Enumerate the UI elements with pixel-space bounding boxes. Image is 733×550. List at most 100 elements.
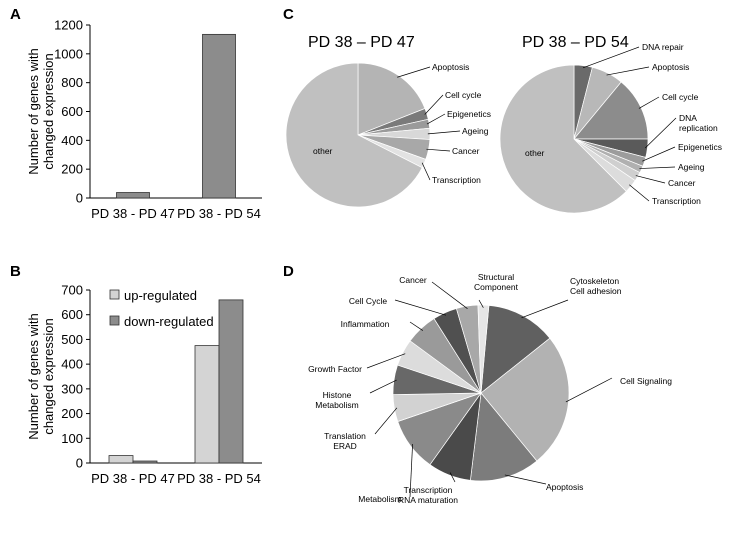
- leader-line: [374, 407, 398, 435]
- panel-label-b: B: [10, 263, 21, 280]
- slice-label: Cell cycle: [445, 90, 482, 100]
- slice-label: Metabolism: [358, 494, 401, 504]
- leader-line: [426, 113, 446, 125]
- slice-label: Cell Signaling: [620, 376, 672, 386]
- leader-line: [394, 299, 447, 316]
- pie-title-pd47: PD 38 – PD 47: [308, 34, 415, 51]
- slice-label: Cancer: [452, 146, 480, 156]
- slice-label: Growth Factor: [308, 364, 362, 374]
- bar-down-regulated: [132, 460, 158, 464]
- slice-label: Metabolism: [315, 400, 358, 410]
- slice-label: Transcription: [432, 175, 481, 185]
- y-tick-label: 0: [76, 191, 83, 206]
- y-axis-title-line: changed expression: [41, 318, 56, 434]
- x-tick-label: PD 38 - PD 54: [177, 206, 261, 221]
- y-axis-title-line: Number of genes with: [26, 313, 41, 439]
- slice-label: Cell Cycle: [349, 296, 388, 306]
- pie-slice: [499, 64, 627, 214]
- slice-label: Transcription: [404, 485, 453, 495]
- y-tick-label: 300: [61, 381, 83, 396]
- leader-line: [369, 379, 397, 394]
- pie-chart-pd54: DNA repair Apoptosis Cell cycle DNAreplicat…: [499, 42, 722, 214]
- slice-label: Apoptosis: [652, 62, 689, 72]
- y-axis-title: Number of genes with changed expression: [26, 48, 56, 174]
- leader-line: [421, 162, 431, 181]
- leader-line: [424, 94, 444, 115]
- slice-label: Histone: [323, 390, 352, 400]
- x-tick-label: PD 38 - PD 47: [91, 206, 175, 221]
- leader-line: [366, 353, 406, 369]
- slice-label: Ageing: [678, 162, 705, 172]
- leader-line: [606, 66, 650, 76]
- pie-slice: [469, 392, 538, 482]
- pie-slice: [285, 62, 423, 208]
- y-tick-label: 400: [61, 133, 83, 148]
- pie-title-pd54: PD 38 – PD 54: [522, 34, 629, 51]
- y-axis-title-line: changed expression: [41, 53, 56, 169]
- leader-line: [629, 184, 650, 202]
- pie-slice: [480, 337, 570, 462]
- slice-label: other: [525, 148, 545, 158]
- slice-label: Epigenetics: [447, 109, 491, 119]
- leader-line: [582, 46, 640, 69]
- y-axis-title-line: Number of genes with: [26, 48, 41, 174]
- panel-label-d: D: [283, 263, 294, 280]
- y-tick-label: 800: [61, 75, 83, 90]
- slice-label: other: [313, 146, 333, 156]
- leader-line: [409, 444, 413, 498]
- slice-label: Apoptosis: [432, 62, 469, 72]
- legend-swatch: [109, 315, 120, 326]
- y-tick-label: 1000: [54, 46, 83, 61]
- pie-slice: [477, 304, 490, 394]
- slice-label: Inflammation: [341, 319, 390, 329]
- x-tick-label: PD 38 - PD 47: [91, 471, 175, 486]
- slice-label: ERAD: [333, 441, 357, 451]
- slice-label: DNA repair: [642, 42, 684, 52]
- pie-chart-pd47: Apoptosis Cell cycle Epigenetics Ageing Canc…: [285, 62, 491, 208]
- leader-line: [639, 166, 676, 169]
- leader-line: [409, 321, 424, 331]
- leader-line: [431, 281, 468, 309]
- leader-line: [638, 96, 660, 109]
- panel-label-c: C: [283, 6, 294, 23]
- slice-label: Cell cycle: [662, 92, 699, 102]
- slice-label: Transcription: [652, 196, 701, 206]
- y-tick-label: 0: [76, 456, 83, 471]
- slice-label: Component: [474, 282, 519, 292]
- bar: [116, 192, 150, 199]
- slice-label: replication: [679, 123, 718, 133]
- slice-label: Ageing: [462, 126, 489, 136]
- slice-label: RNA maturation: [398, 495, 458, 505]
- bar: [202, 33, 236, 199]
- y-tick-label: 400: [61, 357, 83, 372]
- leader-line: [449, 472, 456, 483]
- slice-label: Cytoskeleton: [570, 276, 619, 286]
- slice-label: Cancer: [668, 178, 696, 188]
- panel-label-a: A: [10, 6, 21, 23]
- y-tick-label: 600: [61, 307, 83, 322]
- leader-line: [565, 377, 613, 403]
- leader-line: [644, 117, 677, 149]
- leader-line: [427, 130, 461, 135]
- pie-slice: [480, 304, 551, 394]
- y-tick-label: 200: [61, 162, 83, 177]
- leader-line: [635, 175, 666, 184]
- legend-label: up-regulated: [124, 288, 197, 303]
- slice-label: Epigenetics: [678, 142, 722, 152]
- legend-label: down-regulated: [124, 314, 214, 329]
- y-tick-label: 600: [61, 104, 83, 119]
- slice-label: DNA: [679, 113, 697, 123]
- bar-up-regulated: [108, 455, 134, 464]
- leader-line: [426, 148, 451, 152]
- y-tick-label: 100: [61, 431, 83, 446]
- y-tick-label: 500: [61, 332, 83, 347]
- y-tick-label: 200: [61, 406, 83, 421]
- slice-label: Structural: [478, 272, 514, 282]
- leader-line: [521, 299, 569, 319]
- bar-up-regulated: [194, 345, 220, 464]
- pie-slice: [357, 62, 426, 136]
- leader-line: [397, 66, 431, 78]
- slice-label: Apoptosis: [546, 482, 583, 492]
- leader-line: [642, 146, 676, 162]
